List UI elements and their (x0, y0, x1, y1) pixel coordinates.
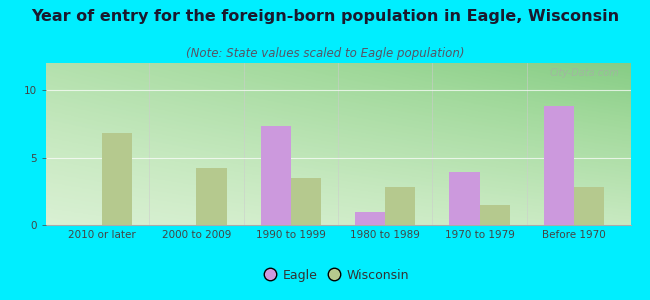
Bar (291, 178, 321, 225)
Bar (449, 172, 480, 225)
Legend: Eagle, Wisconsin: Eagle, Wisconsin (262, 264, 414, 287)
Bar (543, 106, 574, 225)
Bar (480, 205, 510, 225)
Bar (261, 126, 291, 225)
Bar (385, 187, 415, 225)
Bar (102, 133, 133, 225)
Text: (Note: State values scaled to Eagle population): (Note: State values scaled to Eagle popu… (186, 46, 464, 59)
Text: Year of entry for the foreign-born population in Eagle, Wisconsin: Year of entry for the foreign-born popul… (31, 9, 619, 24)
Bar (196, 168, 227, 225)
Text: City-Data.com: City-Data.com (549, 68, 619, 78)
Bar (355, 212, 385, 225)
Bar (574, 187, 604, 225)
